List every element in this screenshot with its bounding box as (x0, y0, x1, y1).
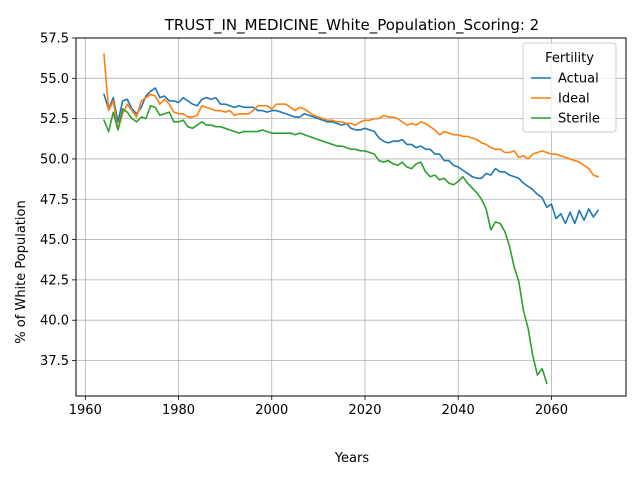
x-tick-label: 2020 (348, 403, 381, 418)
legend-title: Fertility (545, 51, 594, 66)
y-tick-label: 57.5 (40, 32, 69, 47)
legend-entry-ideal: Ideal (558, 92, 590, 107)
y-tick-label: 52.5 (40, 112, 69, 127)
series-line-sterile (102, 104, 548, 385)
x-tick-label: 1980 (162, 403, 195, 418)
legend: Fertility Actual Ideal Sterile (522, 42, 617, 133)
legend-entry-sterile: Sterile (558, 112, 600, 127)
series-line-actual (102, 87, 600, 225)
plot-frame (75, 37, 627, 397)
y-axis-label: % of White Population (14, 200, 29, 343)
x-tick-label: 2040 (442, 403, 475, 418)
y-tick-label: 50.0 (40, 152, 69, 167)
x-tick-label: 2060 (535, 403, 568, 418)
chart-title: TRUST_IN_MEDICINE_White_Population_Scori… (164, 16, 539, 35)
y-tick-label: 55.0 (40, 72, 69, 87)
x-tick-label: 2000 (255, 403, 288, 418)
x-axis: 1960 1980 2000 2020 2040 2060 (69, 396, 568, 418)
series-line-ideal (103, 53, 600, 178)
legend-box (522, 42, 617, 133)
x-axis-label: Years (334, 451, 370, 466)
series-layer (102, 53, 600, 385)
y-tick-label: 40.0 (40, 314, 69, 329)
y-tick-label: 47.5 (40, 193, 69, 208)
y-axis: 37.5 40.0 42.5 45.0 47.5 50.0 52.5 55.0 57.5 (40, 32, 76, 369)
y-tick-label: 45.0 (40, 233, 69, 248)
legend-entry-actual: Actual (558, 72, 599, 87)
y-tick-label: 42.5 (40, 273, 69, 288)
x-tick-label: 1960 (69, 403, 102, 418)
y-tick-label: 37.5 (40, 354, 69, 369)
